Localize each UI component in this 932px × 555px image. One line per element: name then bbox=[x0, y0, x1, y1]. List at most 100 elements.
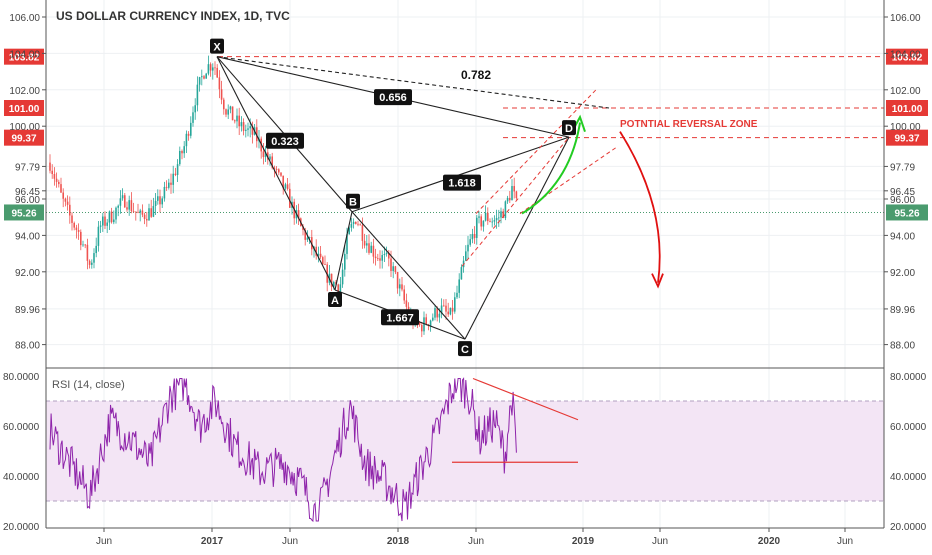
candle-body bbox=[187, 133, 190, 136]
price-tag-right-label: 95.26 bbox=[894, 208, 919, 219]
candle-body bbox=[330, 273, 333, 287]
candle-body bbox=[249, 126, 251, 129]
candle-body bbox=[388, 252, 390, 259]
candle-body bbox=[418, 322, 421, 325]
price-tag-right-label: 99.37 bbox=[894, 134, 919, 145]
rsi-band-fill bbox=[46, 401, 884, 501]
price-tick-label-left: 102.00 bbox=[9, 86, 40, 97]
price-tag-right-label: 101.00 bbox=[892, 104, 923, 115]
candle-body bbox=[370, 245, 372, 253]
price-tag-left-label: 99.37 bbox=[11, 134, 36, 145]
candle-body bbox=[86, 244, 89, 261]
axes: 106.00 106.00 104.00 104.00 102.00 102.00 100.… bbox=[3, 0, 927, 547]
candle-body bbox=[469, 239, 471, 245]
candle-body bbox=[385, 252, 388, 255]
candle-body bbox=[126, 207, 128, 210]
candle-body bbox=[82, 244, 84, 246]
candle-body bbox=[247, 128, 249, 130]
candle-body bbox=[297, 210, 300, 219]
candle-body bbox=[390, 258, 392, 271]
ratio-box bbox=[374, 89, 412, 106]
candle-body bbox=[55, 178, 58, 182]
candle-body bbox=[218, 77, 221, 90]
ratio-label: 0.656 bbox=[379, 92, 407, 104]
time-axis-label: 2017 bbox=[201, 536, 224, 547]
time-axis-label: Jun bbox=[652, 536, 668, 547]
candle-body bbox=[352, 221, 355, 224]
candle-body bbox=[201, 76, 203, 78]
candle-body bbox=[190, 122, 192, 136]
price-tick-label-right: 106.00 bbox=[890, 13, 921, 24]
candle-body bbox=[240, 122, 243, 127]
candle-body bbox=[170, 182, 172, 185]
candle-body bbox=[242, 122, 245, 131]
candle-body bbox=[374, 256, 377, 259]
reversal-levels: 103.82 103.82 101.00 101.00 99.37 99.37 95.26 9… bbox=[4, 48, 928, 221]
candle-body bbox=[487, 212, 489, 222]
price-tick-label-left: 96.45 bbox=[15, 187, 40, 198]
candle-body bbox=[84, 244, 86, 246]
harmonic-pattern bbox=[216, 56, 664, 340]
candle-body bbox=[324, 264, 326, 265]
candle-body bbox=[471, 233, 474, 240]
candle-body bbox=[513, 186, 515, 192]
green-arrow-path bbox=[521, 122, 581, 215]
candle-body bbox=[62, 192, 64, 199]
price-tag-left bbox=[4, 100, 44, 116]
price-tag-right bbox=[886, 204, 928, 221]
candle-body bbox=[223, 99, 225, 110]
price-tag-right bbox=[886, 48, 928, 65]
price-tick-label-right: 102.00 bbox=[890, 86, 921, 97]
candle-body bbox=[176, 164, 179, 175]
candle-body bbox=[357, 223, 359, 225]
candle-body bbox=[135, 211, 137, 213]
time-axis-label: 2020 bbox=[758, 536, 781, 547]
time-axis-label: 2018 bbox=[387, 536, 410, 547]
rsi-line bbox=[49, 377, 517, 523]
price-tag-left bbox=[4, 204, 44, 221]
rsi-tick-label-left: 60.0000 bbox=[3, 422, 40, 433]
candle-body bbox=[394, 266, 397, 273]
rsi-trendline-down bbox=[472, 377, 579, 421]
candle-body bbox=[198, 77, 201, 85]
candle-body bbox=[480, 216, 482, 227]
candle-body bbox=[269, 156, 271, 160]
candle-body bbox=[80, 231, 82, 246]
candle-body bbox=[434, 308, 436, 318]
rsi-tick-label-right: 80.0000 bbox=[890, 372, 927, 383]
candle-body bbox=[482, 220, 485, 227]
candle-body bbox=[502, 211, 504, 218]
candle-body bbox=[344, 253, 346, 270]
candle-body bbox=[108, 211, 111, 223]
time-axis-label: Jun bbox=[837, 536, 853, 547]
price-tag-right bbox=[886, 129, 928, 146]
rsi-tick-label-right: 20.0000 bbox=[890, 522, 927, 533]
candle-body bbox=[396, 272, 399, 289]
candle-body bbox=[146, 218, 148, 221]
candle-body bbox=[308, 237, 311, 238]
candle-body bbox=[203, 76, 205, 79]
leg-bc bbox=[351, 211, 466, 340]
pattern-point-label: D bbox=[565, 123, 573, 135]
candle-body bbox=[205, 73, 207, 79]
candle-body bbox=[341, 269, 344, 285]
candle-body bbox=[423, 317, 425, 332]
pattern-labels: X A B C D 0.782 0.656 0.323 1.618 1.667 bbox=[210, 38, 576, 357]
candle-body bbox=[51, 170, 53, 175]
candle-body bbox=[368, 243, 370, 253]
ratio-box bbox=[443, 174, 481, 191]
candle-body bbox=[102, 216, 104, 226]
candle-body bbox=[443, 305, 445, 307]
candle-body bbox=[509, 197, 511, 201]
candle-body bbox=[429, 320, 432, 326]
candle-body bbox=[66, 201, 69, 205]
price-tag-left-label: 103.82 bbox=[9, 53, 40, 64]
price-tick-label-right: 96.00 bbox=[890, 195, 915, 206]
price-tag-right-label: 103.82 bbox=[892, 53, 923, 64]
candle-body bbox=[315, 246, 317, 256]
candle-body bbox=[69, 204, 71, 216]
candle-body bbox=[381, 255, 383, 261]
candle-body bbox=[460, 267, 463, 280]
reversal-zone-label: POTNTIAL REVERSAL ZONE bbox=[620, 119, 758, 130]
candle-body bbox=[500, 211, 502, 218]
